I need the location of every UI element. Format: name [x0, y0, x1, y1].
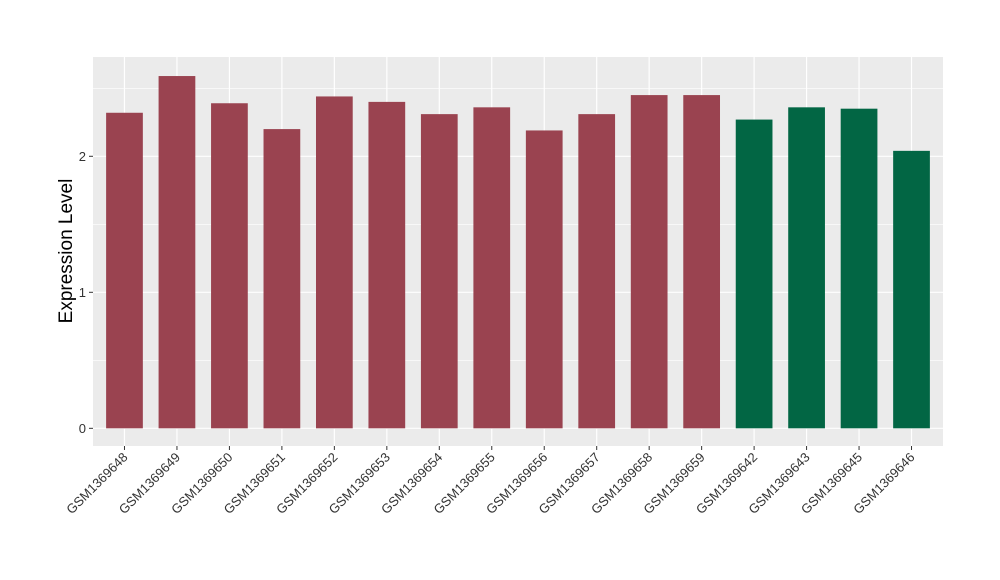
- x-axis: GSM1369648GSM1369649GSM1369650GSM1369651…: [63, 446, 918, 517]
- bar-GSM1369650: [211, 103, 248, 429]
- bar-GSM1369643: [788, 107, 825, 429]
- y-tick-label: 1: [79, 285, 86, 300]
- bar-GSM1369657: [578, 114, 616, 429]
- bar-GSM1369646: [893, 150, 930, 429]
- bars: [106, 76, 930, 429]
- y-axis: 0 1 2: [79, 149, 93, 436]
- bar-GSM1369658: [630, 95, 668, 429]
- bar-GSM1369653: [368, 101, 406, 429]
- bar-GSM1369642: [735, 119, 773, 429]
- bar-GSM1369652: [315, 96, 353, 429]
- bar-GSM1369654: [420, 114, 458, 429]
- bar-GSM1369649: [158, 76, 196, 429]
- bar-GSM1369655: [473, 107, 511, 429]
- bar-GSM1369648: [106, 112, 143, 429]
- bar-GSM1369656: [525, 130, 563, 429]
- bar-GSM1369645: [840, 108, 878, 429]
- y-tick-label: 0: [79, 421, 86, 436]
- bar-GSM1369651: [263, 129, 301, 429]
- y-tick-label: 2: [79, 149, 86, 164]
- bar-GSM1369659: [683, 95, 721, 429]
- y-axis-title: Expression Level: [56, 179, 77, 324]
